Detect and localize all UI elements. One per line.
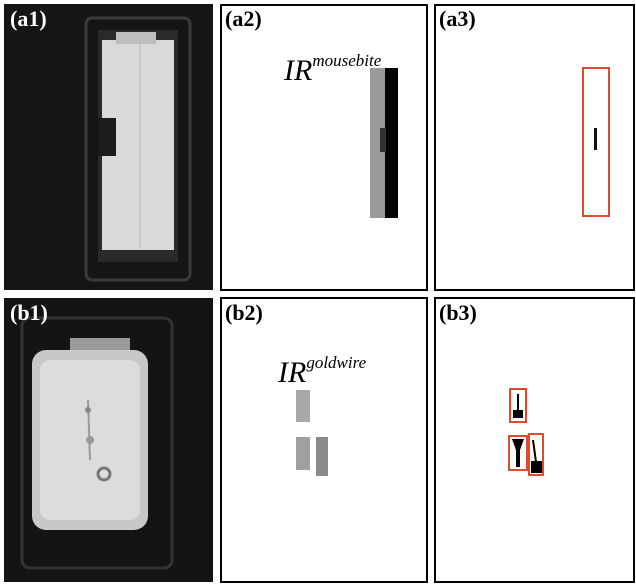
bond — [86, 436, 94, 444]
chip-top — [116, 32, 156, 44]
region — [316, 437, 328, 476]
panel-a2: (a2) IRmousebite — [221, 5, 427, 290]
region — [296, 437, 310, 470]
annotation-superscript: goldwire — [306, 353, 366, 372]
panel-label: (a3) — [439, 6, 476, 31]
defect — [594, 128, 597, 150]
annotation-superscript: mousebite — [312, 51, 381, 70]
defect — [531, 461, 542, 473]
defect — [513, 410, 523, 418]
panel-b2: (b2) IRgoldwire — [221, 298, 427, 582]
panel-label: (b1) — [10, 300, 48, 325]
panel-label: (b2) — [225, 300, 263, 325]
region-black — [385, 68, 398, 218]
mousebite-notch — [98, 118, 116, 156]
panel-label: (a1) — [10, 6, 47, 31]
panel-a3: (a3) — [435, 5, 634, 290]
panel-label: (a2) — [225, 6, 262, 31]
bond — [85, 407, 91, 413]
notch — [380, 128, 386, 152]
panel-label: (b3) — [439, 300, 477, 325]
panel-b1: (b1) — [4, 298, 213, 582]
annotation-base: IR — [283, 54, 312, 87]
region — [296, 390, 310, 422]
annotation-base: IR — [277, 356, 306, 389]
panel-b3: (b3) — [435, 298, 634, 582]
figure: (a1) (a2) IRmousebite (a3) (b1) (b2) IRg — [0, 0, 636, 584]
panel-frame — [435, 5, 634, 290]
panel-a1: (a1) — [4, 4, 213, 290]
panel-frame — [435, 298, 634, 582]
